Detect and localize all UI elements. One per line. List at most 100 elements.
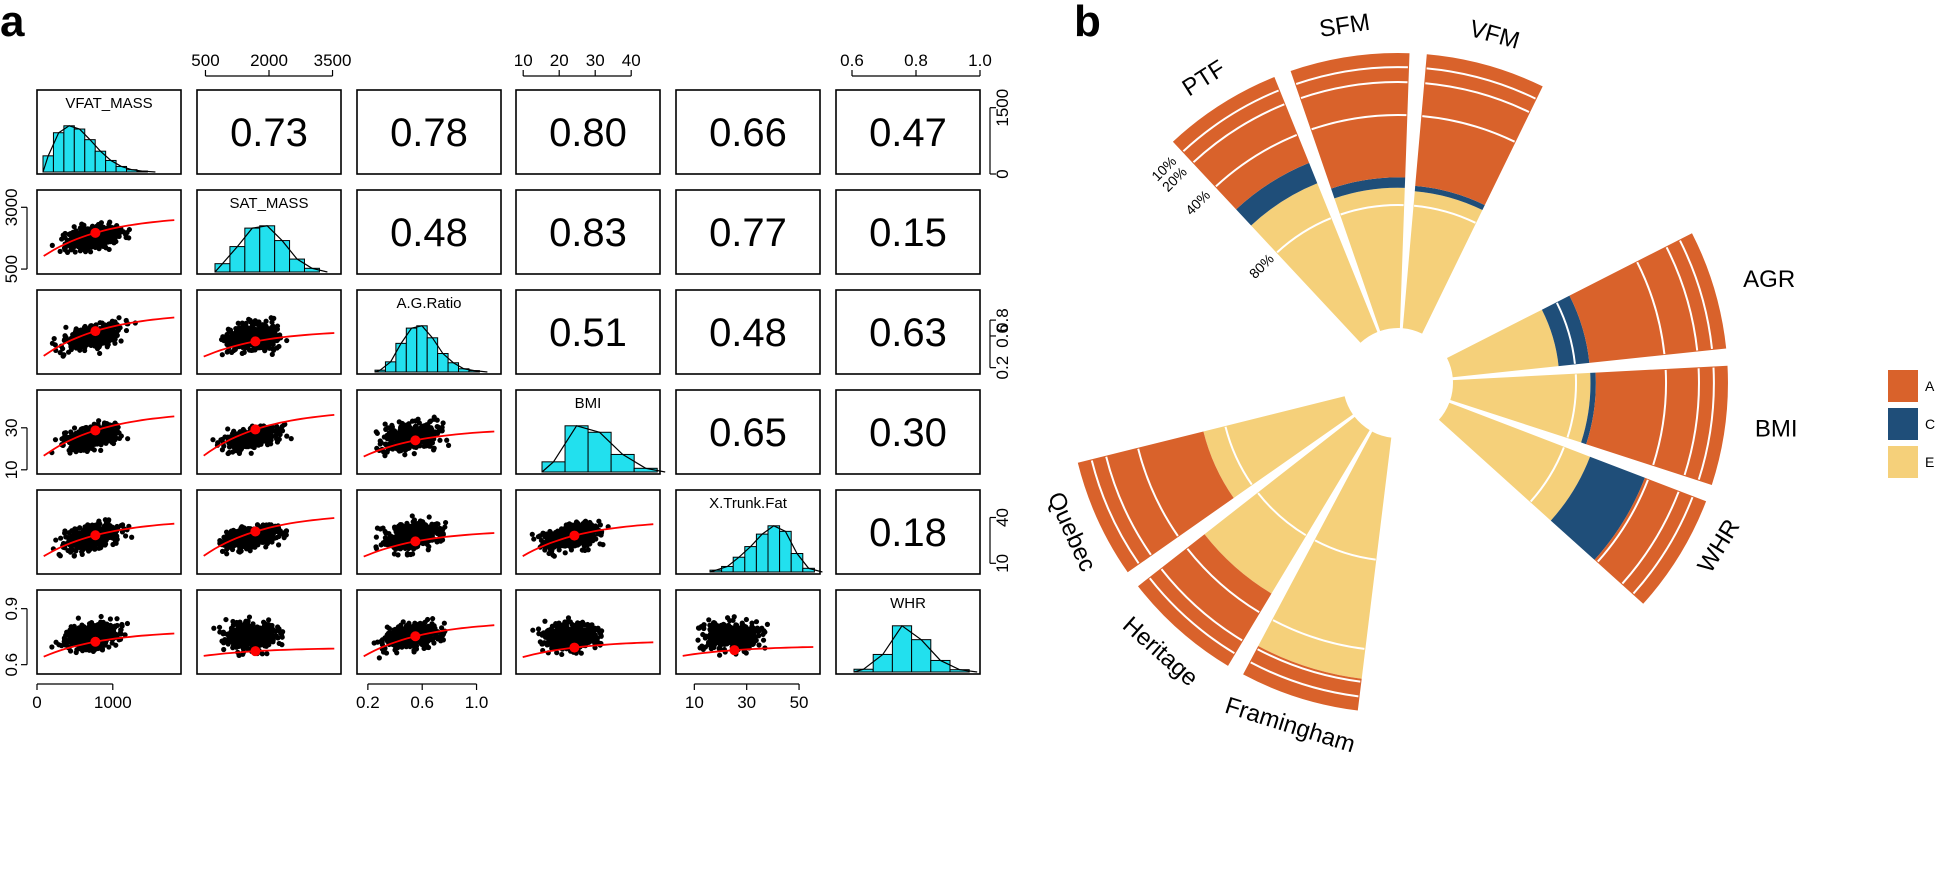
histogram-bar: [289, 258, 305, 273]
cell-frame: [515, 89, 661, 175]
scatter-point: [247, 317, 253, 323]
scatter-point: [242, 537, 248, 543]
cell-0-4: 0.66: [675, 89, 821, 175]
scatter-point: [93, 322, 99, 328]
histogram-bar: [229, 246, 246, 273]
histogram-bar: [52, 132, 65, 173]
scatter-point: [85, 336, 91, 343]
scatter-point: [377, 438, 383, 444]
scatter-point: [410, 551, 416, 557]
scatter-point: [120, 229, 126, 235]
scatter-point: [284, 337, 290, 344]
histogram-bar: [259, 225, 276, 273]
scatter-point: [537, 533, 543, 539]
loess-line: [203, 332, 335, 358]
scatter-point: [123, 327, 130, 334]
cell-4-1: [196, 489, 342, 575]
scatter-point: [83, 230, 89, 236]
scatter-point: [71, 224, 77, 230]
cell-4-3: [515, 489, 661, 575]
scatter-point: [421, 440, 428, 446]
cell-frame: [835, 89, 981, 175]
cell-4-4: X.Trunk.Fat: [675, 489, 823, 575]
scatter-point: [79, 622, 85, 628]
scatter-point: [409, 513, 415, 519]
scatter-point: [574, 523, 580, 529]
scatter-point: [99, 647, 106, 653]
variable-label: A.G.Ratio: [396, 295, 461, 312]
cell-frame: [675, 89, 821, 175]
correlation-value: 0.18: [869, 511, 947, 555]
scatter-point: [73, 327, 79, 334]
scatter-point: [97, 350, 103, 357]
scatter-point: [96, 519, 102, 526]
scatter-point: [262, 333, 268, 339]
scatter-point: [61, 245, 68, 251]
cell-frame: [675, 289, 821, 375]
scatter-point: [106, 246, 112, 253]
correlation-value: 0.63: [869, 311, 947, 355]
scatter-point: [74, 638, 81, 644]
mean-point: [90, 530, 101, 541]
cell-0-2: 0.78: [356, 89, 502, 175]
scatter-point: [62, 230, 68, 237]
histogram-bar: [564, 425, 589, 473]
scatter-point: [80, 638, 86, 644]
scatter-point: [86, 543, 92, 549]
scatter-point: [582, 518, 589, 524]
scatter-point: [564, 542, 570, 548]
scatter-point: [89, 341, 95, 347]
scatter-point: [262, 431, 268, 437]
scatter-point: [434, 539, 440, 545]
scatter-point: [404, 552, 410, 558]
scatter-point: [106, 526, 112, 533]
scatter-point: [580, 540, 586, 546]
density-curve: [374, 325, 488, 373]
scatter-point: [402, 442, 408, 448]
cell-4-2: [356, 489, 502, 575]
scatter-point: [76, 630, 82, 636]
cell-frame: [515, 189, 661, 275]
scatter-point: [246, 347, 253, 353]
cell-2-5: 0.63: [835, 289, 981, 375]
scatter-point: [382, 528, 388, 535]
cell-3-0: [36, 389, 182, 475]
scatter-point: [102, 334, 108, 340]
scatter-point: [390, 539, 396, 545]
scatter-point: [87, 249, 94, 255]
loess-line: [43, 219, 175, 257]
scatter-point: [77, 540, 83, 546]
scatter-point: [288, 436, 294, 442]
scatter-point: [56, 642, 62, 648]
scatter-point: [234, 333, 240, 339]
scatter-point: [79, 551, 85, 557]
histogram-bar: [274, 240, 291, 273]
scatter-point: [52, 342, 58, 348]
scatter-point: [69, 447, 75, 453]
cell-1-5: 0.15: [835, 189, 981, 275]
scatter-point: [411, 444, 417, 450]
histogram-bar: [610, 453, 635, 473]
histogram-bar: [73, 128, 86, 173]
scatter-point: [433, 527, 439, 533]
mean-point: [569, 530, 580, 541]
scatter-point: [391, 551, 398, 557]
scatter-point: [429, 440, 436, 446]
scatter-point: [568, 547, 575, 553]
scatter-point: [399, 420, 405, 427]
scatter-point: [85, 523, 92, 529]
scatter-point: [62, 642, 68, 648]
cell-frame: [835, 289, 981, 375]
histogram-bar: [541, 461, 566, 473]
correlation-value: 0.51: [549, 311, 627, 355]
scatter-point: [440, 420, 446, 426]
scatter-point: [122, 533, 129, 539]
scatter-point: [57, 248, 63, 254]
scatter-point: [411, 451, 417, 457]
scatter-point: [585, 547, 591, 553]
scatter-point: [124, 620, 131, 627]
scatter-point: [76, 243, 83, 249]
scatter-point: [275, 542, 282, 548]
scatter-point: [226, 334, 232, 340]
scatter-point: [106, 237, 112, 243]
